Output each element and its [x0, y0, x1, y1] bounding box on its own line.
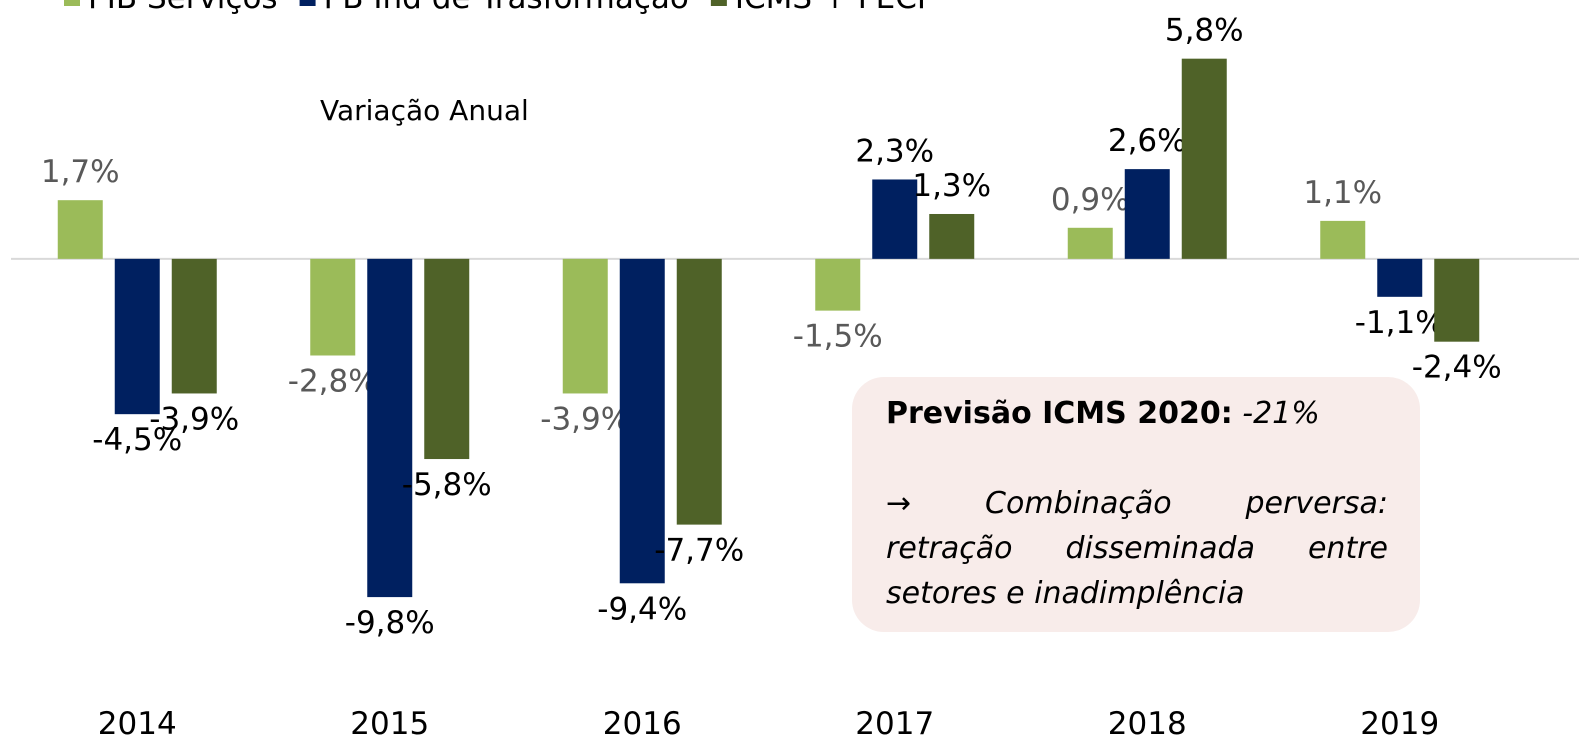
- data-label: -4,5%: [92, 422, 182, 458]
- chart-subtitle: Variação Anual: [320, 94, 529, 127]
- data-label: -9,8%: [345, 605, 435, 641]
- x-tick-label: 2019: [1360, 706, 1439, 742]
- x-tick-label: 2017: [855, 706, 934, 742]
- x-tick-label: 2016: [603, 706, 682, 742]
- bar: [1320, 220, 1366, 259]
- data-label: -3,9%: [149, 401, 239, 437]
- data-label: 2,3%: [855, 133, 934, 169]
- bar: [1434, 258, 1480, 342]
- bar: [1377, 258, 1423, 297]
- legend-swatch: [64, 0, 80, 6]
- data-label: -9,4%: [597, 591, 687, 627]
- callout-title: Previsão ICMS 2020:: [886, 396, 1233, 431]
- bar: [872, 179, 918, 259]
- legend-label: ICMS + FECP: [735, 0, 936, 16]
- bar: [1181, 58, 1227, 259]
- legend-swatch: [299, 0, 316, 6]
- bar: [929, 213, 975, 259]
- data-label: -1,1%: [1355, 305, 1445, 341]
- data-label: 5,8%: [1165, 13, 1244, 49]
- data-label: -1,5%: [793, 319, 883, 355]
- callout-text: → Combinação perversa: retração dissemin…: [886, 486, 1388, 611]
- data-label: -2,8%: [288, 363, 378, 399]
- x-tick-label: 2018: [1108, 706, 1187, 742]
- x-tick-label: 2015: [350, 706, 429, 742]
- legend-label: PIB Serviços: [88, 0, 278, 16]
- bar: [1124, 169, 1170, 259]
- bar: [367, 258, 413, 598]
- data-label: -2,4%: [1412, 350, 1502, 386]
- data-label: 1,3%: [912, 168, 991, 204]
- bar: [1067, 227, 1113, 259]
- data-label: 1,7%: [41, 154, 120, 190]
- bar: [171, 258, 217, 394]
- data-label: 2,6%: [1108, 123, 1187, 159]
- callout: Previsão ICMS 2020: -21% → Combinação pe…: [852, 377, 1420, 632]
- bar: [57, 200, 103, 259]
- bar: [676, 258, 722, 525]
- data-label: -7,7%: [654, 533, 744, 569]
- bar: [619, 258, 665, 584]
- x-tick-label: 2014: [98, 706, 177, 742]
- data-label: -3,9%: [540, 401, 630, 437]
- legend-label: PB Ind de Trasformação: [324, 0, 689, 16]
- bar: [815, 258, 861, 311]
- bar: [114, 258, 160, 415]
- legend-swatch: [710, 0, 727, 6]
- bar: [424, 258, 470, 460]
- data-label: 0,9%: [1051, 182, 1130, 218]
- callout-value: -21%: [1242, 396, 1320, 431]
- data-label: -5,8%: [402, 467, 492, 503]
- data-label: 1,1%: [1303, 175, 1382, 211]
- bar: [562, 258, 608, 394]
- bar: [310, 258, 356, 356]
